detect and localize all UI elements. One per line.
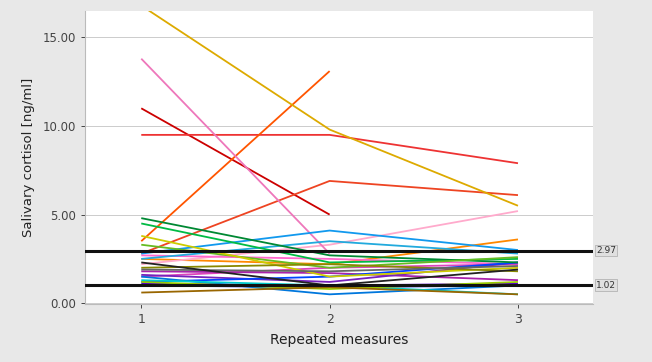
X-axis label: Repeated measures: Repeated measures: [270, 333, 408, 347]
Y-axis label: Salivary cortisol [ng/ml]: Salivary cortisol [ng/ml]: [22, 78, 35, 237]
Text: 1.02: 1.02: [596, 281, 616, 290]
Text: 2.97: 2.97: [596, 246, 616, 255]
